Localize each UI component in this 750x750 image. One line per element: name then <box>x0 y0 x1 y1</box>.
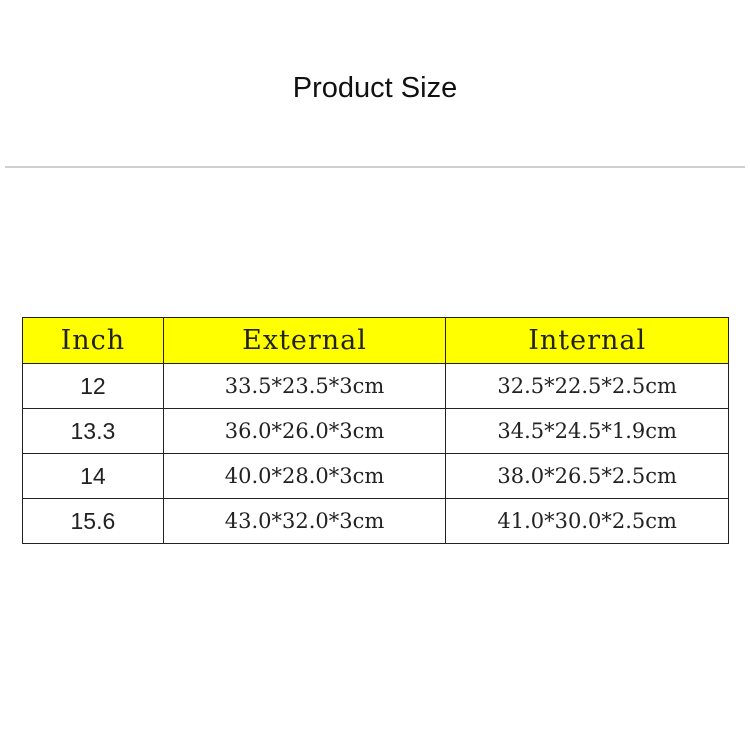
cell-internal: 41.0*30.0*2.5cm <box>445 498 729 544</box>
table-header-row: Inch External Internal <box>22 317 729 364</box>
cell-external: 33.5*23.5*3cm <box>162 363 447 409</box>
cell-inch: 14 <box>22 453 164 499</box>
cell-inch: 15.6 <box>22 498 164 544</box>
cell-internal: 34.5*24.5*1.9cm <box>445 408 729 454</box>
table-row: 14 40.0*28.0*3cm 38.0*26.5*2.5cm <box>22 453 729 499</box>
divider <box>5 166 745 168</box>
cell-internal: 38.0*26.5*2.5cm <box>445 453 729 499</box>
page-title: Product Size <box>292 72 458 104</box>
cell-inch: 13.3 <box>22 408 164 454</box>
cell-inch: 12 <box>22 363 164 409</box>
cell-external: 40.0*28.0*3cm <box>162 453 447 499</box>
table-row: 15.6 43.0*32.0*3cm 41.0*30.0*2.5cm <box>22 498 729 544</box>
header-inch: Inch <box>22 317 164 364</box>
header-external: External <box>162 317 447 364</box>
table-row: 13.3 36.0*26.0*3cm 34.5*24.5*1.9cm <box>22 408 729 454</box>
table-row: 12 33.5*23.5*3cm 32.5*22.5*2.5cm <box>22 363 729 409</box>
size-table: Inch External Internal 12 33.5*23.5*3cm … <box>22 317 729 544</box>
cell-internal: 32.5*22.5*2.5cm <box>445 363 729 409</box>
header-internal: Internal <box>445 317 729 364</box>
cell-external: 43.0*32.0*3cm <box>162 498 447 544</box>
cell-external: 36.0*26.0*3cm <box>162 408 447 454</box>
